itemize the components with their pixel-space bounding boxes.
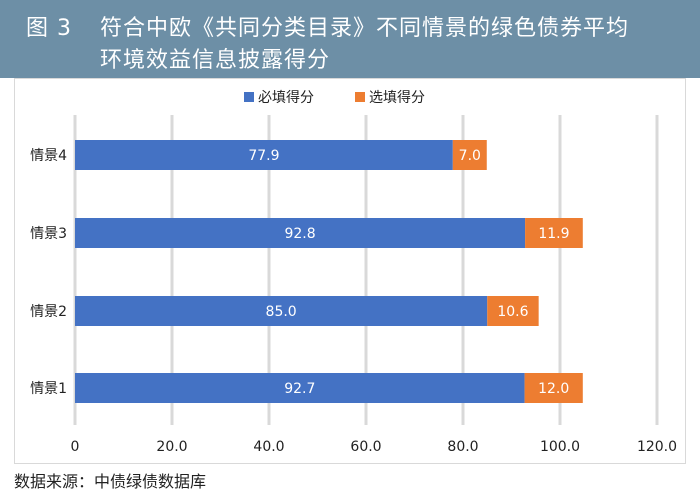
- bar-required-score: [75, 218, 526, 248]
- data-label-required: 85.0: [266, 304, 297, 320]
- data-label-required: 77.9: [248, 148, 279, 164]
- stacked-bar-chart: 0 20.0 40.0 60.0 80.0 100.0 120.0 情景1 92.7 12.0 情景…: [30, 89, 677, 455]
- chart-panel: 0 20.0 40.0 60.0 80.0 100.0 120.0 情景1 92.7 12.0 情景…: [14, 78, 686, 464]
- legend-required-swatch: [244, 92, 254, 102]
- x-tick-label: 60.0: [350, 439, 381, 455]
- chart-title-line-1: 符合中欧《共同分类目录》不同情景的绿色债券平均: [100, 16, 630, 41]
- x-tick-label: 120.0: [637, 439, 677, 455]
- legend-optional-swatch: [355, 92, 365, 102]
- legend-optional-label: 选填得分: [369, 89, 425, 106]
- bar-optional-score: [524, 373, 583, 403]
- x-tick-label: 40.0: [253, 439, 284, 455]
- data-label-optional: 10.6: [497, 304, 528, 320]
- data-label-required: 92.7: [284, 381, 315, 397]
- y-category-label: 情景1: [30, 381, 67, 397]
- x-tick-label: 100.0: [540, 439, 580, 455]
- x-tick-label: 0: [71, 439, 80, 455]
- data-label-required: 92.8: [284, 226, 315, 242]
- figure-label: 图 3: [26, 16, 72, 41]
- figure-header: 图 3 符合中欧《共同分类目录》不同情景的绿色债券平均 环境效益信息披露得分: [0, 0, 700, 78]
- bar-required-score: [75, 373, 525, 403]
- data-label-optional: 7.0: [459, 148, 481, 164]
- x-tick-label: 80.0: [447, 439, 478, 455]
- data-label-optional: 12.0: [538, 381, 569, 397]
- bar-required-score: [75, 140, 453, 170]
- data-label-optional: 11.9: [538, 226, 569, 242]
- bar-optional-score: [525, 218, 583, 248]
- y-category-label: 情景4: [30, 148, 67, 164]
- data-source-note: 数据来源：中债绿债数据库: [14, 472, 207, 491]
- bar-required-score: [75, 296, 488, 326]
- x-tick-label: 20.0: [156, 439, 187, 455]
- bar-optional-score: [487, 296, 539, 326]
- y-category-label: 情景3: [30, 226, 67, 242]
- y-category-label: 情景2: [30, 304, 67, 320]
- bar-optional-score: [452, 140, 487, 170]
- chart-title-line-2: 环境效益信息披露得分: [100, 48, 331, 73]
- legend-required-label: 必填得分: [258, 89, 314, 106]
